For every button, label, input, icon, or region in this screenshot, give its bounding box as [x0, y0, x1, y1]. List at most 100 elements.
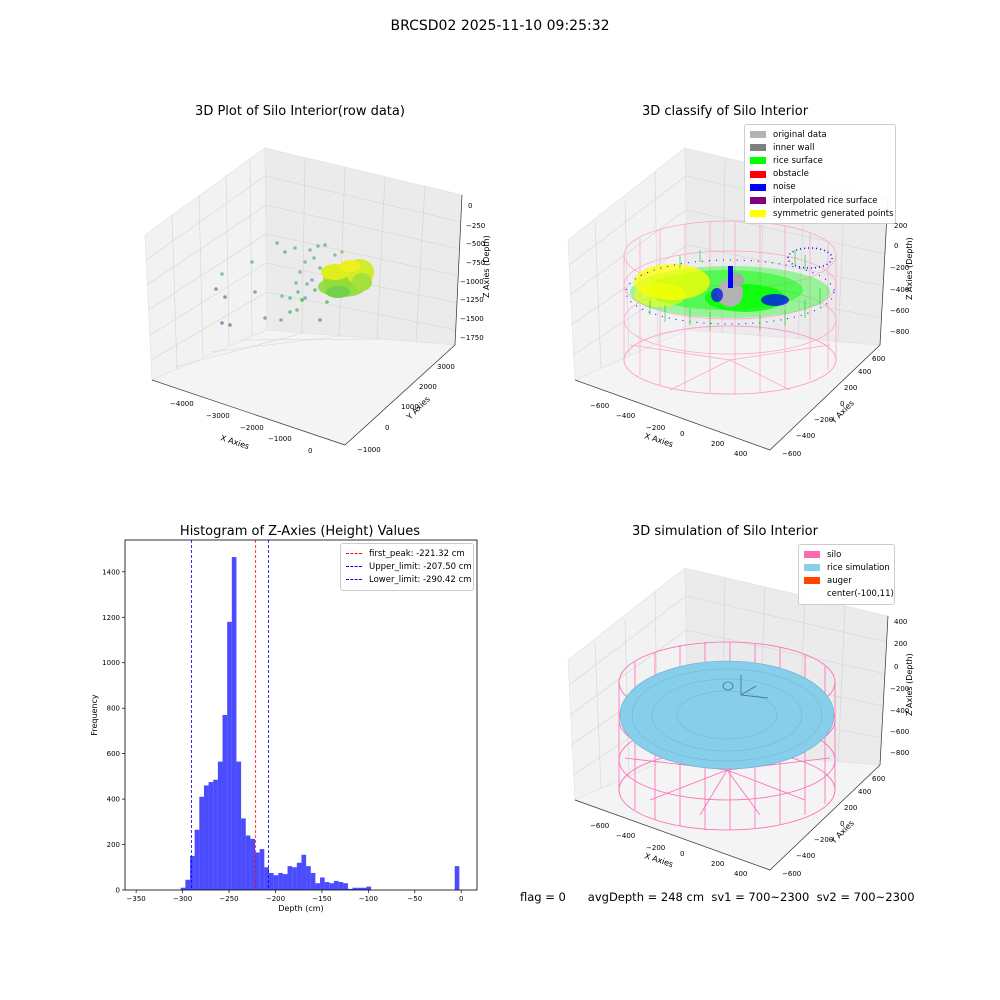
- histogram-bar: [347, 888, 353, 890]
- panel4-legend: silo rice simulation auger center(-100,1…: [798, 544, 895, 605]
- panel4-ytick: 200: [844, 804, 857, 812]
- sv1-text: sv1 = 700~2300: [711, 890, 810, 904]
- panel4-ztick: 0: [894, 663, 898, 671]
- legend-item: noise: [750, 181, 890, 194]
- legend-swatch: [804, 551, 820, 559]
- y-tick-label: 1200: [102, 614, 120, 622]
- panel4-ytick: 600: [872, 775, 885, 783]
- legend-swatch: [750, 144, 766, 152]
- y-tick-label: 1000: [102, 659, 120, 667]
- histogram-y-label: Frequency: [90, 694, 99, 736]
- histogram-bar: [301, 854, 307, 890]
- histogram-bar: [185, 879, 191, 890]
- panel1-y-ticks: −1000 0 1000 2000 3000: [357, 363, 455, 454]
- panel2-silo-wireframe: [623, 220, 837, 395]
- histogram-bar: [208, 782, 214, 890]
- histogram-bar: [278, 872, 283, 890]
- flag-text: flag = 0: [520, 890, 566, 904]
- legend-item: symmetric generated points: [750, 207, 894, 220]
- panel2-xtick: 400: [734, 450, 747, 458]
- histogram-bar: [357, 887, 362, 890]
- panel1-ytick: −1000: [357, 446, 381, 454]
- legend-label: symmetric generated points: [773, 208, 894, 219]
- panel1-ztick: −750: [466, 259, 485, 267]
- legend-item: Lower_limit: -290.42 cm: [346, 573, 472, 586]
- panel2-xtick: −600: [590, 402, 609, 410]
- panel4-xtick: −400: [616, 832, 635, 840]
- panel2-ztick: −800: [890, 328, 909, 336]
- legend-label: silo: [827, 549, 842, 560]
- legend-swatch: [750, 210, 766, 218]
- histogram-bar: [259, 849, 265, 890]
- legend-label: rice simulation: [827, 562, 890, 573]
- panel1-ztick: 0: [468, 202, 472, 210]
- panel4-auger: [722, 675, 769, 699]
- histogram-y-ticks: 0 200 400 600 800 1000 1200 1400: [102, 568, 125, 895]
- panel2-ytick: 200: [844, 384, 857, 392]
- panel4-z-ticks: 400 200 0 −200 −400 −600 −800: [890, 618, 909, 757]
- legend-item: Upper_limit: -207.50 cm: [346, 560, 472, 573]
- panel2-x-ticks: −600 −400 −200 0 200 400: [590, 402, 747, 458]
- x-tick-label: −150: [312, 895, 331, 903]
- legend-label: Lower_limit: -290.42 cm: [369, 574, 472, 585]
- histogram-bar: [255, 852, 260, 890]
- legend-item: original data: [750, 128, 890, 141]
- panel1-ytick: 2000: [419, 383, 437, 391]
- y-tick-label: 200: [107, 841, 120, 849]
- legend-item: inner wall: [750, 141, 890, 154]
- y-tick-label: 400: [107, 796, 120, 804]
- legend-item: rice simulation: [804, 561, 890, 574]
- legend-swatch: [804, 577, 820, 585]
- panel2-y-ticks: −600 −400 −200 0 200 400 600: [782, 355, 885, 458]
- histogram-bar: [282, 874, 288, 890]
- histogram-bar: [199, 796, 204, 890]
- panel4-x-ticks: −600 −400 −200 0 200 400: [590, 822, 747, 878]
- panel4-ytick: −200: [814, 836, 833, 844]
- panel4-3d-plot: −600 −400 −200 0 200 400 X Axies −600 −4…: [567, 567, 914, 878]
- histogram-bar: [292, 867, 297, 890]
- panel2-z-ticks: 200 0 −200 −400 −600 −800: [890, 222, 909, 336]
- panel1-xtick: 0: [308, 447, 312, 455]
- legend-item: center(-100,11): [804, 588, 894, 601]
- histogram-bar: [180, 887, 186, 890]
- legend-swatch: [750, 170, 766, 178]
- y-tick-label: 1400: [102, 568, 120, 576]
- legend-swatch: [346, 553, 362, 555]
- legend-item: rice surface: [750, 154, 890, 167]
- panel2-ztick: 200: [894, 222, 907, 230]
- panel2-legend: original data inner wall rice surface ob…: [744, 124, 896, 225]
- histogram-bar: [361, 887, 367, 890]
- histogram-bar: [454, 866, 460, 890]
- panel2-ytick: 400: [858, 368, 871, 376]
- panel4-ztick: −800: [890, 749, 909, 757]
- histogram-bar: [315, 883, 321, 890]
- histogram-bar: [306, 866, 311, 890]
- legend-label: original data: [773, 129, 827, 140]
- histogram-threshold-lines: [191, 540, 269, 890]
- histogram-bar: [296, 862, 302, 890]
- panel2-ztick: 0: [894, 242, 898, 250]
- figure-title: BRCSD02 2025-11-10 09:25:32: [390, 18, 610, 34]
- panel1-raw-points: [214, 241, 344, 327]
- panel1-ztick: −1250: [460, 296, 484, 304]
- panel4-z-label: Z Axies (Depth): [905, 653, 914, 716]
- histogram-bar: [213, 779, 218, 890]
- histogram-bar: [352, 887, 358, 890]
- histogram-bar: [231, 557, 237, 890]
- panel2-ytick: −400: [796, 432, 815, 440]
- panel2-ztick: −600: [890, 307, 909, 315]
- panel3-legend: first_peak: -221.32 cm Upper_limit: -207…: [340, 543, 474, 591]
- panel1-xtick: −1000: [268, 435, 292, 443]
- legend-swatch: [804, 564, 820, 572]
- panel1-xtick: −3000: [206, 412, 230, 420]
- histogram-bar: [310, 872, 316, 890]
- legend-item: auger: [804, 574, 889, 587]
- y-tick-label: 600: [107, 750, 120, 758]
- panel4-ztick: 400: [894, 618, 907, 626]
- panel2-xtick: 200: [711, 440, 724, 448]
- legend-item: obstacle: [750, 168, 890, 181]
- panel4-y-ticks: −600 −400 −200 0 200 400 600: [782, 775, 885, 878]
- x-tick-label: −300: [173, 895, 192, 903]
- panel2-ytick: −600: [782, 450, 801, 458]
- legend-swatch: [346, 566, 362, 568]
